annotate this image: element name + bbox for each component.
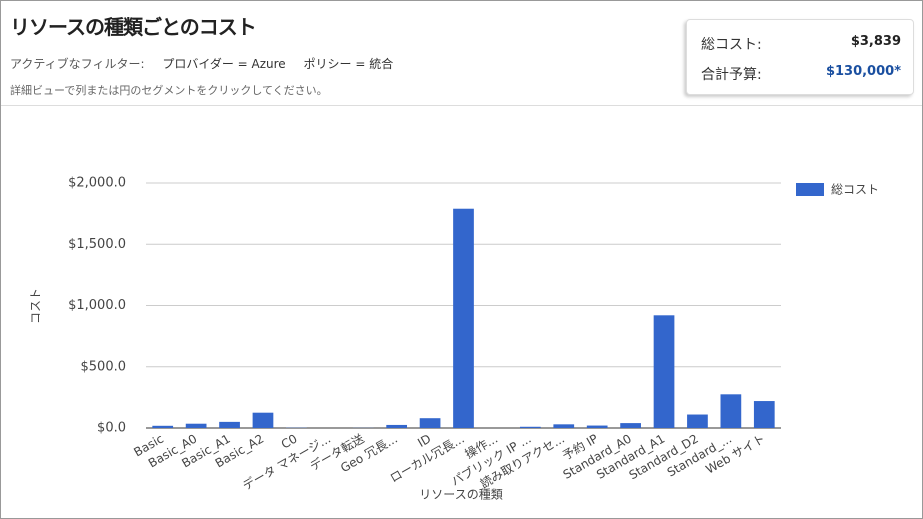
bar[interactable] [252,412,274,428]
legend-swatch [796,183,824,196]
y-tick-label: $0.0 [97,421,126,436]
divider [1,105,922,106]
bar[interactable] [653,315,675,428]
chart: コスト リソースの種類 $0.0 $500.0 $1,000.0 $1,500.0 $2… [29,176,880,502]
summary-value: $3,839 [850,34,901,49]
x-axis-label: リソースの種類 [419,488,502,502]
bar[interactable] [453,208,474,428]
bar[interactable] [620,423,641,428]
hint: 詳細ビューで列または円のセグメントをクリックしてください。 [10,84,328,97]
bar[interactable] [586,425,608,428]
bar[interactable] [720,394,742,428]
bar[interactable] [152,425,174,428]
x-tick-label: ID [415,432,433,451]
summary-label: 合計予算: [701,67,762,83]
x-tick-label: C0 [279,432,300,452]
y-tick-label: $500.0 [81,359,127,374]
summary-label: 総コスト: [701,37,762,53]
bar[interactable] [419,418,441,428]
bar[interactable] [386,424,408,428]
y-tick-label: $2,000.0 [68,176,126,191]
title: リソースの種類ごとのコスト [10,15,257,39]
bar[interactable] [553,424,575,428]
filter[interactable]: ポリシー = 統合 [303,57,394,71]
filter-label: アクティブなフィルター: [10,57,145,71]
filters: アクティブなフィルター: プロバイダー = Azure ポリシー = 統合 [10,55,407,72]
bar[interactable] [687,414,708,428]
summary-value: $130,000* [825,64,901,79]
filter[interactable]: プロバイダー = Azure [162,57,286,71]
y-tick-label: $1,000.0 [68,298,126,313]
bar[interactable] [753,401,775,428]
summary-row: 総コスト: $3,839 [701,34,901,54]
bar[interactable] [519,426,541,428]
bar[interactable] [219,421,240,428]
y-tick-label: $1,500.0 [68,237,126,252]
summary-row: 合計予算: $130,000* [701,64,901,84]
summary-card: 総コスト: $3,839 合計予算: $130,000* [686,19,914,95]
legend-label: 総コスト [831,183,879,197]
y-axis-label: コスト [29,288,43,324]
bar[interactable] [185,423,207,428]
